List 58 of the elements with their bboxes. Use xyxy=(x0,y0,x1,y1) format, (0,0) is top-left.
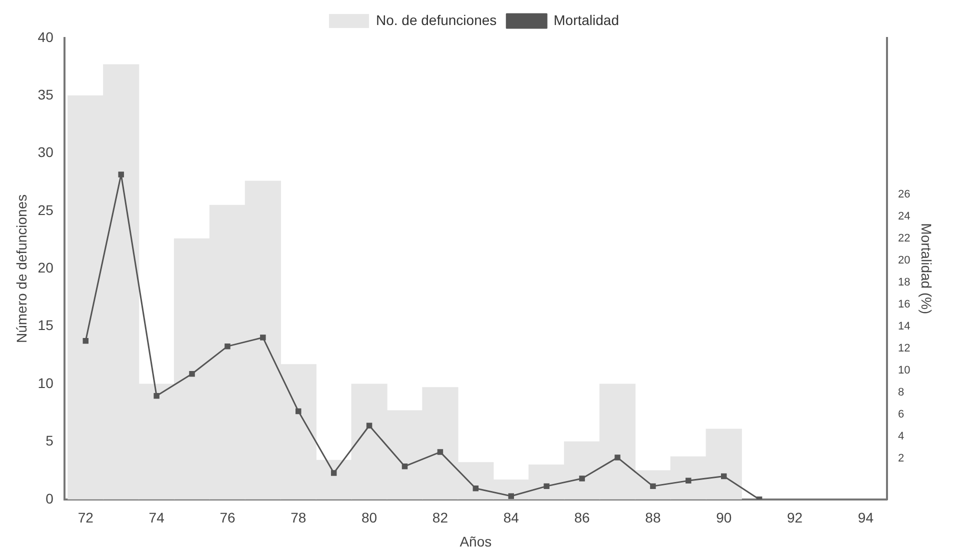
y2-tick-label: 24 xyxy=(898,210,910,222)
point xyxy=(579,476,585,482)
point xyxy=(82,338,89,344)
point xyxy=(189,370,195,377)
point xyxy=(437,449,444,455)
x-tick-label: 92 xyxy=(786,510,803,526)
point xyxy=(330,470,337,476)
y-tick-label: 15 xyxy=(38,317,54,334)
point xyxy=(614,454,620,460)
x-tick-label: 94 xyxy=(858,510,874,526)
y-tick-label: 40 xyxy=(38,28,54,45)
y-tick-label: 10 xyxy=(38,374,54,391)
point xyxy=(366,422,372,428)
point xyxy=(118,172,124,178)
point xyxy=(720,473,727,480)
y2-tick-label: 8 xyxy=(898,386,904,399)
x-tick-label: 74 xyxy=(148,510,165,526)
x-tick-label: 80 xyxy=(362,510,378,526)
y2-tick-label: 10 xyxy=(898,364,910,377)
y2-tick-label: 20 xyxy=(898,254,910,266)
y2-tick-label: 12 xyxy=(898,342,910,355)
y2-tick-label: 14 xyxy=(898,320,910,333)
y2-tick-label: 6 xyxy=(898,408,904,421)
point xyxy=(402,463,408,470)
x-tick-label: 86 xyxy=(574,510,590,526)
y-axis-title: Número de defunciones xyxy=(13,194,30,344)
y2-axis-title: Mortalidad (%) xyxy=(918,223,935,314)
y2-tick-label: 18 xyxy=(898,276,910,288)
y-tick-label: 5 xyxy=(46,432,54,449)
point xyxy=(544,483,550,490)
y2-tick-label: 26 xyxy=(898,188,910,200)
point xyxy=(472,486,479,492)
y2-tick-label: 22 xyxy=(898,232,910,244)
point xyxy=(154,393,160,399)
y2-tick-label: 2 xyxy=(898,452,904,465)
x-tick-label: 82 xyxy=(432,510,448,526)
point xyxy=(508,493,514,499)
point xyxy=(260,334,266,340)
legend-label: No. de defunciones xyxy=(376,12,497,28)
x-axis-title: Años xyxy=(460,533,492,550)
point xyxy=(296,408,302,414)
y-tick-label: 25 xyxy=(38,202,54,218)
y2-tick-label: 4 xyxy=(898,430,904,443)
x-tick-label: 78 xyxy=(290,510,306,526)
point xyxy=(650,483,656,490)
x-tick-label: 88 xyxy=(645,510,661,526)
x-tick-label: 84 xyxy=(503,510,520,526)
x-tick-label: 72 xyxy=(78,510,94,526)
legend-label: Mortalidad xyxy=(554,12,620,28)
x-tick-label: 76 xyxy=(220,510,236,526)
y-tick-label: 20 xyxy=(38,260,54,276)
point xyxy=(686,478,692,484)
y-tick-label: 0 xyxy=(46,490,54,506)
y-tick-label: 35 xyxy=(38,86,54,103)
x-tick-label: 90 xyxy=(716,510,732,526)
point xyxy=(224,343,230,350)
y-tick-label: 30 xyxy=(38,144,54,160)
y2-tick-label: 16 xyxy=(898,298,910,311)
